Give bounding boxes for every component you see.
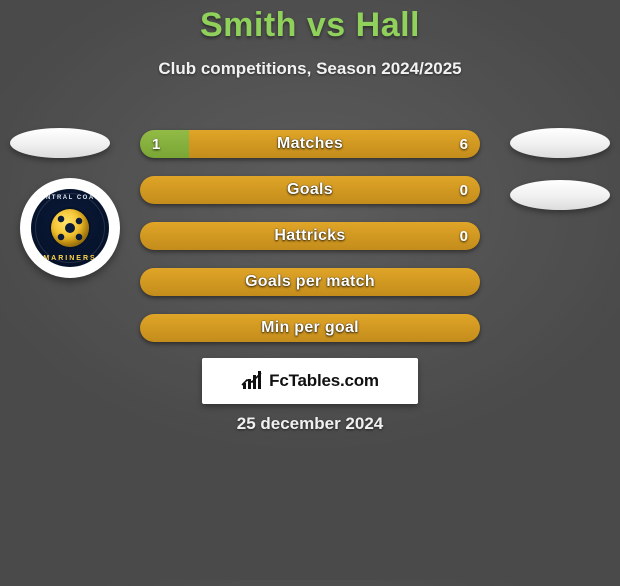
stat-bar-value-b: 0 [448,222,480,250]
stat-bar-label: Matches [140,130,480,158]
branding-text: FcTables.com [269,371,379,391]
club-badge-top-text: CENTRAL COAST [31,195,109,201]
player-b-marker-1 [510,128,610,158]
stat-bar-value-b: 0 [448,176,480,204]
branding-chart-icon [241,371,263,391]
title-text: Smith vs Hall [200,6,420,44]
club-badge-ball-icon [51,209,89,247]
club-badge-bottom-text: MARINERS [31,255,109,262]
stat-bar: Goals per match [140,268,480,296]
stat-bar-label: Min per goal [140,314,480,342]
stat-bar: Matches1 6 [140,130,480,158]
stat-bar: Goals0 [140,176,480,204]
stat-bar-label: Goals per match [140,268,480,296]
comparison-bars: Matches16Goals0Hattricks0Goals per match… [140,130,480,342]
player-b-marker-2 [510,180,610,210]
stat-bar-value-a: 1 [140,130,172,158]
page-title: Smith vs Hall [0,6,620,45]
stat-bar-label: Goals [140,176,480,204]
branding-box: FcTables.com [202,358,418,404]
stat-bar-value-b: 6 [448,130,480,158]
date-text: 25 december 2024 [0,414,620,434]
stat-bar: Hattricks0 [140,222,480,250]
club-badge: CENTRAL COAST MARINERS [20,178,120,278]
subtitle: Club competitions, Season 2024/2025 [0,59,620,79]
stat-bar: Min per goal [140,314,480,342]
stat-bar-label: Hattricks [140,222,480,250]
player-a-marker-1 [10,128,110,158]
club-badge-inner: CENTRAL COAST MARINERS [31,189,109,267]
